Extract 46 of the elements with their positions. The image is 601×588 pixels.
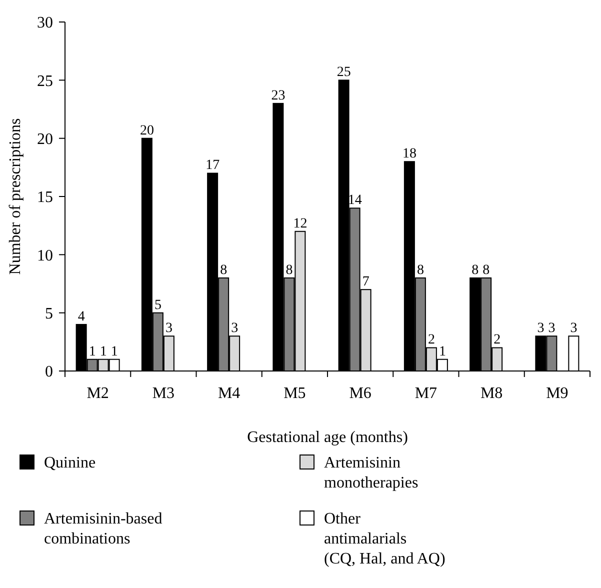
data-label: 18 (402, 146, 416, 162)
legend-label: Artemisinin monotherapies (324, 454, 418, 492)
x-tick-label: M9 (546, 385, 568, 402)
y-tick-label: 15 (37, 189, 53, 206)
x-axis-title: Gestational age (months) (247, 429, 408, 446)
y-axis-title: Number of prescriptions (7, 118, 24, 275)
x-tick-label: M5 (284, 385, 306, 402)
data-label: 1 (110, 344, 118, 360)
x-tick-label: M2 (86, 385, 109, 402)
x-tick-label: M3 (152, 385, 175, 402)
data-label: 2 (494, 332, 501, 348)
x-tick-label: M6 (349, 385, 372, 402)
data-label: 8 (286, 262, 293, 278)
data-label: 25 (336, 65, 351, 80)
y-tick-label: 5 (45, 305, 53, 322)
data-label: 3 (165, 321, 172, 336)
data-label: 3 (570, 321, 578, 336)
data-label: 1 (100, 344, 107, 360)
data-label: 2 (428, 332, 435, 348)
data-label: 8 (416, 262, 424, 278)
data-label: 12 (293, 216, 308, 232)
data-label: 3 (231, 321, 238, 336)
data-label: 8 (472, 262, 479, 278)
data-label: 3 (537, 321, 544, 336)
y-tick-label: 20 (37, 130, 53, 148)
data-label: 7 (362, 274, 370, 290)
legend-label: Other antimalarials (CQ, Hal, and AQ) (324, 510, 446, 568)
data-label: 1 (88, 344, 96, 360)
data-label: 17 (206, 158, 220, 174)
y-tick-label: 0 (45, 364, 53, 381)
x-tick-label: M8 (480, 385, 503, 402)
x-tick-label: M7 (414, 385, 438, 402)
legend-label: Quinine (44, 454, 96, 472)
data-label: 8 (220, 262, 228, 278)
data-label: 23 (271, 88, 286, 104)
y-tick-label: 30 (37, 14, 53, 32)
data-label: 1 (438, 344, 446, 360)
data-label: 8 (482, 262, 490, 278)
data-label: 3 (548, 321, 556, 336)
data-label: 5 (154, 298, 162, 313)
y-tick-label: 10 (37, 247, 53, 264)
data-label: 4 (78, 309, 85, 324)
x-tick-label: M4 (218, 385, 240, 402)
data-label: 20 (140, 123, 154, 138)
legend-label: Artemisinin-based combinations (44, 510, 162, 548)
y-tick-label: 25 (37, 72, 53, 90)
